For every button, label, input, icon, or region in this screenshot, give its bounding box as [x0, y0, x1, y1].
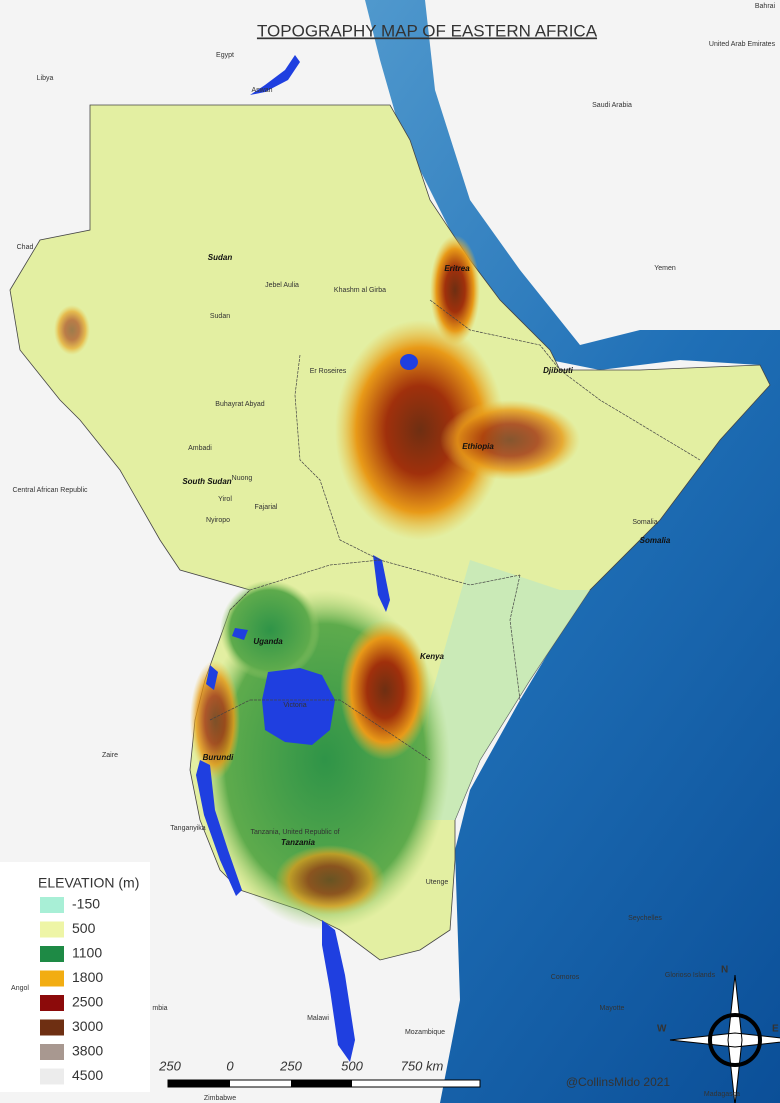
lake-nasser — [250, 55, 300, 95]
place-label: Burundi — [203, 753, 234, 762]
legend-swatch — [40, 1019, 64, 1036]
legend-label: 500 — [72, 920, 96, 936]
legend-swatch — [40, 946, 64, 962]
place-label: Yirol — [218, 496, 232, 503]
legend-label: 3000 — [72, 1018, 103, 1034]
lake-turkana — [373, 555, 390, 612]
lake-tana — [400, 354, 418, 370]
place-label: Fajarial — [255, 504, 278, 511]
scale-segment — [291, 1080, 352, 1087]
legend-swatch — [40, 995, 64, 1011]
highlands — [335, 320, 505, 540]
lake-victoria — [262, 668, 335, 745]
place-label: Ambadi — [188, 445, 212, 452]
place-label: Tanzania, United Republic of — [250, 829, 339, 836]
coastal-lowland — [420, 560, 590, 820]
compass-star — [669, 974, 780, 1103]
place-label: Central African Republic — [12, 487, 88, 494]
place-label: Kenya — [420, 652, 445, 661]
legend-swatch — [40, 1044, 64, 1060]
lake-tanganyika — [196, 760, 242, 896]
place-label: Er Roseires — [310, 368, 347, 375]
plateau — [220, 580, 320, 680]
place-label: Uganda — [253, 637, 283, 646]
scale-label: 500 — [341, 1058, 363, 1073]
credit: @CollinsMido 2021 — [566, 1075, 671, 1089]
highlands — [340, 620, 430, 760]
place-label: Mayotte — [600, 1005, 625, 1012]
place-label: Buhayrat Abyad — [215, 401, 265, 408]
legend-label: 2500 — [72, 994, 103, 1010]
legend-swatch — [40, 970, 64, 987]
lake-malawi — [322, 920, 355, 1062]
place-label: Nyiropo — [206, 517, 230, 524]
legend-swatch — [40, 1068, 64, 1085]
place-label: Victoria — [283, 702, 306, 709]
place-label: Aswan — [251, 87, 272, 94]
place-label: Madagasca — [704, 1091, 740, 1098]
compass-n: N — [721, 965, 728, 976]
place-label: Chad — [17, 244, 34, 251]
place-label: Khashm al Girba — [334, 287, 386, 294]
map-title: TOPOGRAPHY MAP OF EASTERN AFRICA — [257, 21, 598, 40]
place-label: Somalia — [640, 536, 671, 545]
place-label: South Sudan — [182, 477, 231, 486]
place-label: Malawi — [307, 1015, 329, 1022]
arabia — [425, 0, 780, 345]
scale-segment — [168, 1080, 230, 1087]
highlands — [440, 400, 580, 480]
scale-label: 250 — [158, 1058, 181, 1073]
scale-label: 750 km — [401, 1058, 444, 1073]
place-label: Ethiopia — [462, 442, 494, 451]
place-label: Tanzania — [281, 838, 315, 847]
place-label: Egypt — [216, 52, 234, 59]
legend-label: 3800 — [72, 1043, 103, 1059]
place-label: Libya — [37, 75, 54, 82]
place-label: Utenge — [426, 879, 449, 886]
highlands — [190, 660, 240, 780]
place-label: Bahrai — [755, 3, 776, 10]
place-label: Djibouti — [543, 366, 574, 375]
place-label: Somalia — [632, 519, 657, 526]
lakes — [206, 628, 248, 690]
legend-label: 4500 — [72, 1067, 103, 1083]
place-label: Jebel Aulia — [265, 282, 299, 289]
place-label: mbia — [152, 1005, 167, 1012]
highlands — [54, 305, 90, 355]
compass: N W E — [657, 965, 780, 1103]
legend-title: ELEVATION (m) — [38, 875, 139, 891]
place-label: Sudan — [210, 313, 230, 320]
place-label: Sudan — [208, 253, 233, 262]
place-label: Yemen — [654, 265, 676, 272]
place-label: Nuong — [232, 475, 253, 482]
scale-label: 0 — [226, 1058, 234, 1073]
borders — [209, 299, 701, 761]
legend-box — [0, 862, 150, 1092]
legend-swatch — [40, 897, 64, 913]
place-label: Comoros — [551, 974, 580, 981]
place-label: Glorioso Islands — [665, 972, 716, 979]
place-label: Eritrea — [444, 264, 470, 273]
place-label: Tanganyika — [170, 825, 206, 832]
place-label: Angol — [11, 985, 29, 992]
compass-w: W — [657, 1024, 667, 1035]
scale-label: 250 — [279, 1058, 302, 1073]
place-label: Mozambique — [405, 1029, 445, 1036]
compass-ring — [708, 1013, 762, 1067]
legend-label: 1800 — [72, 969, 103, 985]
place-label: Seychelles — [628, 915, 662, 922]
place-label: Saudi Arabia — [592, 102, 632, 109]
legend-label: -150 — [72, 896, 100, 912]
highlands — [275, 845, 385, 915]
place-label: Zimbabwe — [204, 1095, 236, 1102]
highlands — [430, 235, 480, 345]
legend-label: 1100 — [72, 945, 102, 961]
compass-e: E — [772, 1024, 779, 1035]
place-label: United Arab Emirates — [709, 41, 776, 48]
legend-swatch — [40, 921, 64, 938]
place-label: Zaire — [102, 752, 118, 759]
